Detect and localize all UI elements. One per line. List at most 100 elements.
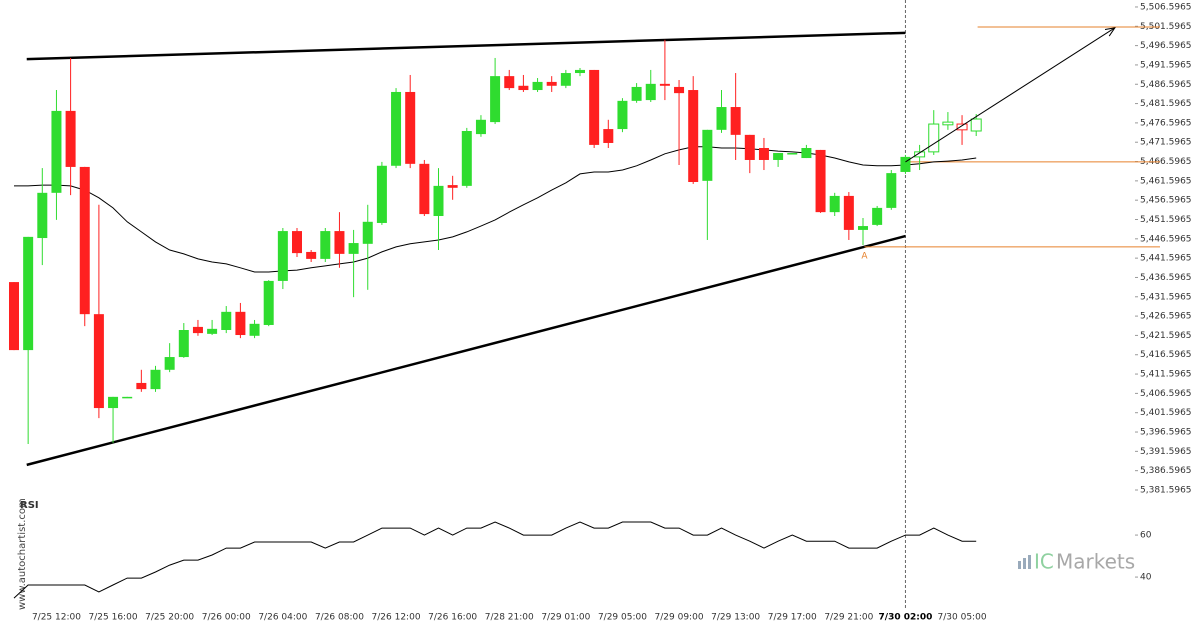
y-tick-label: 5,416.5965 (1140, 350, 1192, 360)
candle-body (277, 231, 288, 281)
y-tick-label: 5,396.5965 (1140, 428, 1192, 438)
candle-body (702, 129, 713, 181)
candle-body (560, 73, 571, 86)
x-tick-label: 7/28 21:00 (485, 613, 534, 623)
y-tick-label: 40 (1140, 573, 1152, 583)
y-tick-label: 5,441.5965 (1140, 254, 1192, 264)
candle-body (843, 195, 854, 230)
y-tick-label: 5,461.5965 (1140, 176, 1192, 186)
candle-body (532, 81, 543, 91)
y-tick-label: 5,446.5965 (1140, 234, 1192, 244)
x-tick-label: 7/26 08:00 (315, 613, 364, 623)
candle-body (65, 110, 76, 167)
candle-body (292, 231, 302, 254)
candle-body (801, 147, 812, 159)
y-tick-label: 5,486.5965 (1140, 80, 1192, 90)
candle-body (93, 314, 104, 409)
candle-body (9, 282, 19, 351)
y-tick-label: 5,381.5965 (1140, 485, 1192, 495)
rsi-title: RSI (20, 500, 39, 511)
candle-body (928, 123, 940, 153)
y-tick-label: 5,436.5965 (1140, 273, 1192, 283)
candle-body (51, 110, 62, 193)
candle-body (617, 100, 628, 130)
candle-body (207, 328, 218, 334)
y-tick-label: 5,451.5965 (1140, 215, 1192, 225)
level-label: A (861, 251, 868, 261)
candle-body (320, 231, 331, 259)
y-tick-label: 5,421.5965 (1140, 331, 1192, 341)
candle-body (645, 83, 656, 101)
candle-body (79, 166, 90, 315)
x-tick-label: 7/26 00:00 (202, 613, 251, 623)
y-tick-label: 5,496.5965 (1140, 41, 1192, 51)
x-tick-label: 7/30 02:00 (879, 613, 933, 623)
x-tick-label: 7/29 21:00 (824, 613, 873, 623)
x-tick-label: 7/25 12:00 (32, 613, 81, 623)
candle-body (433, 185, 444, 217)
candle-body (263, 280, 274, 325)
y-tick-label: 5,406.5965 (1140, 389, 1192, 399)
candle-body (348, 243, 359, 254)
candle-body (221, 311, 232, 330)
y-tick-label: 5,401.5965 (1140, 408, 1192, 418)
x-tick-label: 7/26 04:00 (258, 613, 307, 623)
rsi-line (13, 521, 977, 599)
logo-icon (1018, 555, 1031, 569)
candle-body (858, 226, 868, 230)
x-tick-label: 7/29 01:00 (541, 613, 590, 623)
candle-body (872, 207, 883, 225)
forecast-arrow (905, 27, 1116, 163)
candle-body (334, 231, 345, 254)
x-tick-label: 7/30 05:00 (938, 613, 987, 623)
candle-body (589, 69, 600, 145)
y-tick-label: 5,481.5965 (1140, 99, 1192, 109)
candle-body (575, 69, 585, 74)
candle-body (674, 86, 685, 94)
candle-body (942, 121, 954, 126)
y-tick-label: 5,456.5965 (1140, 196, 1192, 206)
candle-body (787, 153, 798, 155)
candle-body (900, 156, 911, 172)
y-tick-label: 5,501.5965 (1140, 22, 1192, 32)
y-tick-label: 5,466.5965 (1140, 157, 1192, 167)
candle-body (631, 86, 642, 101)
candle-body (773, 153, 784, 160)
candle-body (192, 326, 203, 334)
candle-body (518, 85, 529, 91)
y-tick-label: 5,506.5965 (1140, 2, 1192, 12)
y-tick-label: 5,391.5965 (1140, 447, 1192, 457)
candle-body (490, 76, 501, 123)
candle-body (730, 107, 741, 135)
y-tick-label: 5,386.5965 (1140, 466, 1192, 476)
trend-line (26, 31, 906, 61)
candle-body (447, 185, 458, 188)
candle-body (306, 251, 317, 259)
logo-name: Markets (1056, 550, 1135, 574)
candle-body (122, 396, 133, 399)
candle-body (150, 369, 161, 390)
candle-body (419, 163, 430, 215)
candle-body (391, 91, 402, 166)
x-tick-label: 7/26 16:00 (428, 613, 477, 623)
x-tick-label: 7/29 09:00 (655, 613, 704, 623)
candle-body (376, 165, 387, 223)
watermark: www.autochartist.com (17, 498, 28, 610)
x-tick-label: 7/26 12:00 (372, 613, 421, 623)
candle-body (744, 134, 755, 160)
y-tick-label: 5,476.5965 (1140, 118, 1192, 128)
arrow-head (1104, 27, 1116, 37)
x-tick-label: 7/25 20:00 (145, 613, 194, 623)
candle-body (475, 119, 486, 135)
candle-body (914, 151, 926, 158)
trend-line (26, 234, 906, 467)
y-tick-label: 5,471.5965 (1140, 138, 1192, 148)
candle-body (815, 149, 826, 213)
candle-body (164, 357, 175, 370)
candle-body (659, 83, 670, 86)
y-tick-label: 5,426.5965 (1140, 312, 1192, 322)
candle-body (603, 129, 614, 143)
candle-body (829, 195, 840, 213)
candle-body (886, 173, 897, 208)
logo-prefix: IC (1034, 550, 1054, 574)
